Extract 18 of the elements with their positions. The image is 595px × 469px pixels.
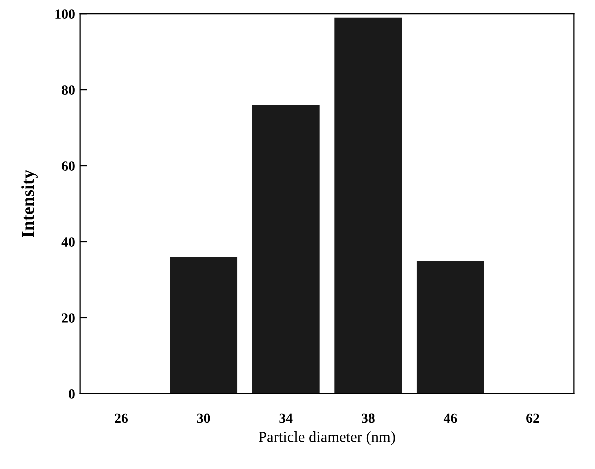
y-tick-label: 0	[69, 390, 75, 399]
x-tick-label: 30	[197, 414, 210, 424]
y-tick-label: 100	[56, 10, 75, 20]
x-tick-label: 26	[115, 414, 128, 424]
x-tick-label: 46	[444, 414, 458, 424]
bar	[334, 18, 402, 394]
y-tick-label: 40	[62, 238, 75, 247]
x-tick-label: 34	[280, 414, 293, 424]
x-axis-title: Particle diameter (nm)	[258, 432, 396, 446]
bar	[252, 105, 320, 394]
x-tick-label: 38	[362, 414, 375, 424]
bar	[170, 257, 238, 394]
y-axis-title: Intensity	[22, 170, 38, 238]
y-tick-label: 20	[62, 314, 75, 323]
bar	[416, 261, 484, 394]
x-tick-label: 62	[526, 414, 540, 424]
y-tick-label: 60	[62, 162, 75, 171]
y-tick-label: 80	[62, 86, 75, 96]
